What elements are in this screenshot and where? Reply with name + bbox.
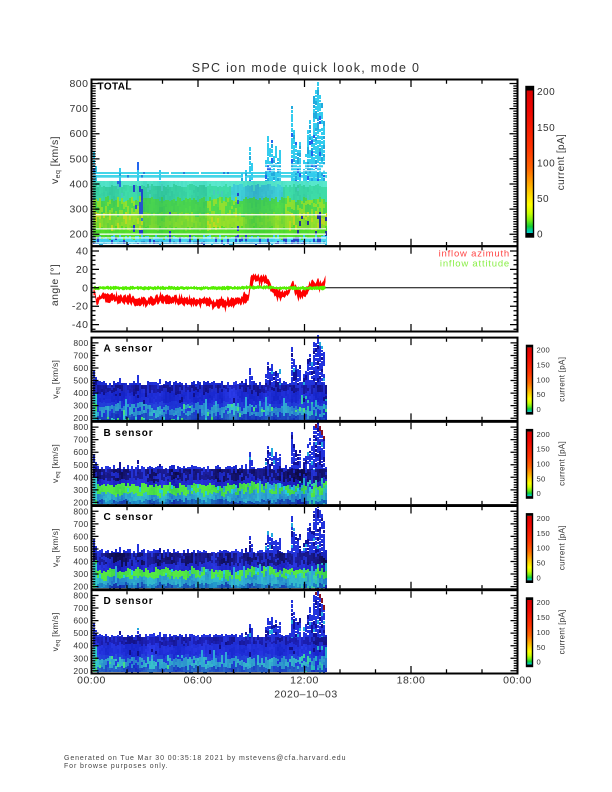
svg-text:For browse purposes only.: For browse purposes only.: [64, 763, 168, 770]
svg-text:200: 200: [537, 598, 551, 607]
svg-text:current [pA]: current [pA]: [558, 525, 567, 570]
svg-text:18:00: 18:00: [397, 675, 426, 687]
svg-text:200: 200: [73, 497, 88, 507]
svg-text:800: 800: [73, 338, 88, 348]
svg-text:300: 300: [69, 204, 88, 216]
svg-text:angle [°]: angle [°]: [49, 264, 61, 306]
svg-text:C sensor: C sensor: [104, 512, 154, 523]
svg-text:600: 600: [73, 447, 88, 457]
svg-text:TOTAL: TOTAL: [98, 82, 132, 93]
svg-text:-40: -40: [72, 319, 89, 331]
svg-text:700: 700: [73, 603, 88, 613]
svg-text:Generated on Tue Mar 30 00:35:: Generated on Tue Mar 30 00:35:18 2021 by…: [64, 755, 346, 762]
svg-text:current [pA]: current [pA]: [558, 609, 567, 654]
svg-text:400: 400: [73, 472, 88, 482]
svg-text:700: 700: [73, 350, 88, 360]
svg-text:400: 400: [73, 641, 88, 651]
svg-text:veq [km/s]: veq [km/s]: [50, 528, 62, 567]
svg-text:-20: -20: [72, 301, 89, 313]
svg-text:100: 100: [537, 628, 551, 637]
svg-text:150: 150: [537, 445, 551, 454]
svg-text:A sensor: A sensor: [104, 344, 154, 355]
svg-text:150: 150: [537, 123, 555, 134]
svg-text:500: 500: [69, 153, 88, 165]
svg-text:20: 20: [76, 264, 89, 276]
svg-text:inflow attitude: inflow attitude: [440, 259, 510, 270]
svg-text:current [pA]: current [pA]: [558, 441, 567, 486]
svg-text:50: 50: [537, 390, 546, 399]
svg-text:50: 50: [537, 559, 546, 568]
svg-text:200: 200: [73, 413, 88, 423]
svg-text:500: 500: [73, 628, 88, 638]
svg-text:400: 400: [73, 388, 88, 398]
svg-text:600: 600: [73, 616, 88, 626]
svg-text:700: 700: [73, 519, 88, 529]
svg-text:current [pA]: current [pA]: [556, 134, 567, 191]
svg-text:600: 600: [73, 531, 88, 541]
svg-text:D sensor: D sensor: [104, 596, 154, 607]
svg-text:300: 300: [73, 653, 88, 663]
svg-text:700: 700: [73, 435, 88, 445]
svg-text:500: 500: [73, 460, 88, 470]
svg-text:veq [km/s]: veq [km/s]: [50, 444, 62, 483]
svg-text:300: 300: [73, 485, 88, 495]
svg-text:200: 200: [69, 229, 88, 241]
svg-text:300: 300: [73, 401, 88, 411]
svg-text:150: 150: [537, 529, 551, 538]
svg-text:2020–10–03: 2020–10–03: [274, 689, 337, 701]
svg-text:0: 0: [537, 489, 542, 498]
svg-text:700: 700: [69, 103, 88, 115]
svg-text:100: 100: [537, 460, 551, 469]
svg-text:0: 0: [537, 658, 542, 667]
svg-text:200: 200: [73, 582, 88, 592]
svg-text:0: 0: [537, 405, 542, 414]
svg-text:0: 0: [537, 230, 543, 241]
svg-text:50: 50: [537, 194, 549, 205]
svg-text:400: 400: [69, 178, 88, 190]
svg-text:100: 100: [537, 158, 555, 169]
svg-text:veq [km/s]: veq [km/s]: [50, 612, 62, 651]
svg-text:SPC ion mode quick look, mode: SPC ion mode quick look, mode 0: [192, 61, 421, 75]
svg-text:current [pA]: current [pA]: [558, 357, 567, 402]
svg-text:100: 100: [537, 375, 551, 384]
svg-text:40: 40: [76, 246, 89, 258]
svg-text:600: 600: [69, 128, 88, 140]
svg-text:800: 800: [69, 78, 88, 90]
svg-text:200: 200: [537, 346, 551, 355]
svg-text:150: 150: [537, 613, 551, 622]
svg-text:veq [km/s]: veq [km/s]: [50, 360, 62, 399]
svg-text:50: 50: [537, 474, 546, 483]
svg-text:800: 800: [73, 422, 88, 432]
svg-text:150: 150: [537, 360, 551, 369]
svg-text:200: 200: [537, 430, 551, 439]
svg-text:800: 800: [73, 506, 88, 516]
svg-text:B sensor: B sensor: [104, 428, 154, 439]
svg-text:500: 500: [73, 544, 88, 554]
svg-text:600: 600: [73, 363, 88, 373]
svg-text:200: 200: [73, 666, 88, 676]
svg-text:500: 500: [73, 376, 88, 386]
svg-text:50: 50: [537, 643, 546, 652]
svg-text:12:00: 12:00: [290, 675, 319, 687]
svg-text:0: 0: [537, 573, 542, 582]
svg-text:200: 200: [537, 514, 551, 523]
svg-text:100: 100: [537, 544, 551, 553]
svg-text:400: 400: [73, 557, 88, 567]
svg-text:00:00: 00:00: [77, 675, 106, 687]
svg-text:00:00: 00:00: [503, 675, 532, 687]
svg-text:800: 800: [73, 591, 88, 601]
svg-text:0: 0: [82, 282, 88, 294]
svg-text:inflow azimuth: inflow azimuth: [439, 249, 510, 260]
svg-text:300: 300: [73, 569, 88, 579]
svg-text:200: 200: [537, 87, 555, 98]
svg-text:06:00: 06:00: [184, 675, 213, 687]
